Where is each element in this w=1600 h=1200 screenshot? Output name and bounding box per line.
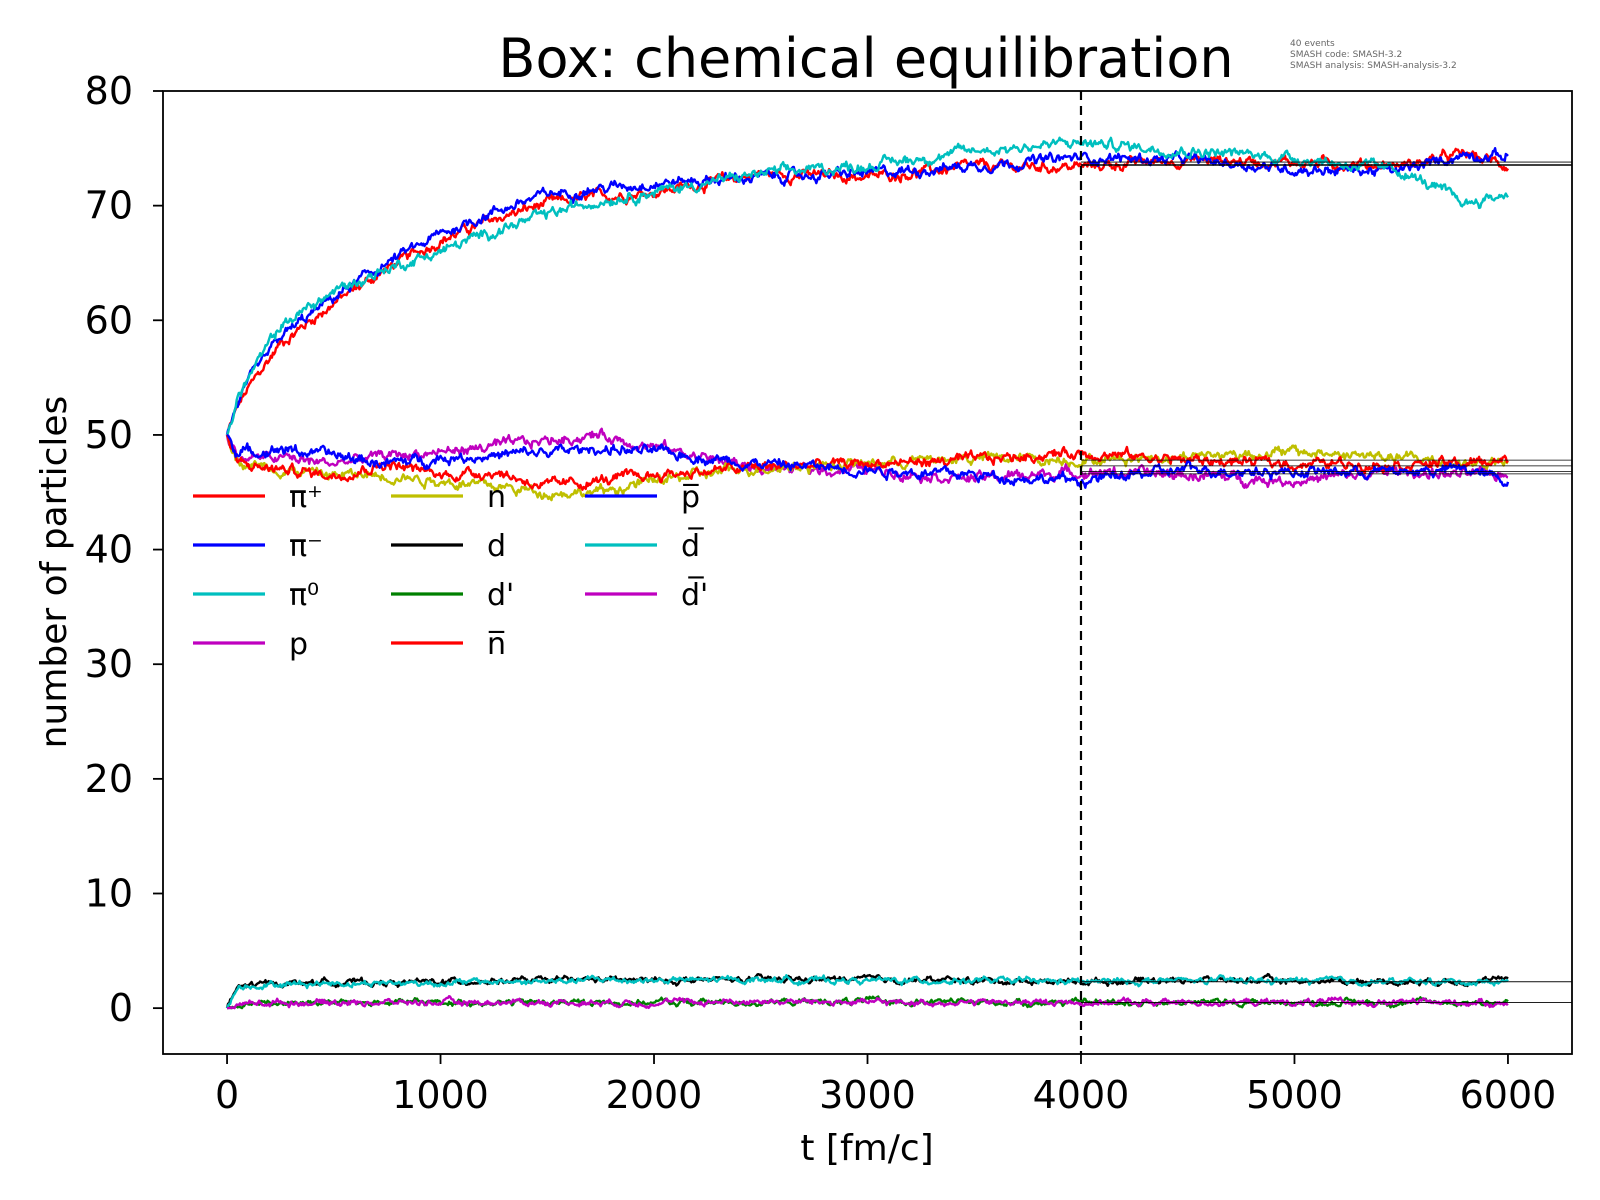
x-tick-label: 1000	[392, 1073, 489, 1117]
legend-label-d-9: d̅	[681, 527, 704, 564]
x-tick-label: 6000	[1460, 1073, 1557, 1117]
legend-label-d-6: d'	[487, 578, 514, 613]
legend-label-d-10: d̅'	[681, 576, 708, 613]
metadata-analysis: SMASH analysis: SMASH-analysis-3.2	[1290, 61, 1457, 71]
series-line-d-9	[225, 974, 1509, 1009]
y-tick-label: 40	[85, 528, 133, 572]
equilibrium-lines	[1080, 161, 1572, 1003]
legend-label-p-3: p	[289, 627, 308, 662]
legend: π⁺ π⁻ π⁰ p nd d' n̅ p̅ d̅ d̅'	[193, 480, 708, 662]
legend-label-n-7: n̅	[487, 627, 506, 662]
metadata-code: SMASH code: SMASH-3.2	[1290, 50, 1402, 60]
y-tick-label: 70	[85, 184, 133, 228]
x-axis: 0 1000 2000 3000 4000 5000 6000	[215, 1054, 1556, 1117]
series-line-series-1	[225, 146, 1509, 436]
y-tick-label: 60	[85, 298, 133, 342]
x-tick-label: 0	[215, 1073, 239, 1117]
x-tick-label: 4000	[1033, 1073, 1130, 1117]
legend-label-p-8: p̅	[681, 480, 700, 515]
y-axis-label: number of particles	[34, 396, 75, 749]
series-line-series-2	[225, 136, 1509, 436]
legend-label-series-2: π⁰	[289, 578, 319, 613]
series-line-series-0	[225, 147, 1510, 436]
y-tick-label: 20	[85, 757, 133, 801]
y-tick-label: 80	[85, 69, 133, 113]
series-line-d-10	[226, 995, 1509, 1010]
legend-label-series-1: π⁻	[289, 529, 323, 564]
chart-title: Box: chemical equilibration	[498, 27, 1233, 90]
legend-label-n-4: n	[487, 480, 506, 515]
run-metadata: 40 events SMASH code: SMASH-3.2 SMASH an…	[1290, 39, 1457, 71]
x-axis-label: t [fm/c]	[800, 1128, 933, 1169]
y-axis: 0 10 20 30 40 50 60 70 80	[85, 69, 163, 1030]
metadata-events: 40 events	[1290, 39, 1335, 49]
y-tick-label: 10	[85, 872, 133, 916]
x-tick-label: 2000	[606, 1073, 703, 1117]
x-tick-label: 3000	[819, 1073, 916, 1117]
y-tick-label: 50	[85, 413, 133, 457]
legend-label-series-0: π⁺	[289, 480, 323, 515]
series-line-n-7	[225, 434, 1509, 491]
y-tick-label: 0	[109, 986, 133, 1030]
legend-label-d-5: d	[487, 529, 506, 564]
y-tick-label: 30	[85, 642, 133, 686]
x-tick-label: 5000	[1246, 1073, 1343, 1117]
